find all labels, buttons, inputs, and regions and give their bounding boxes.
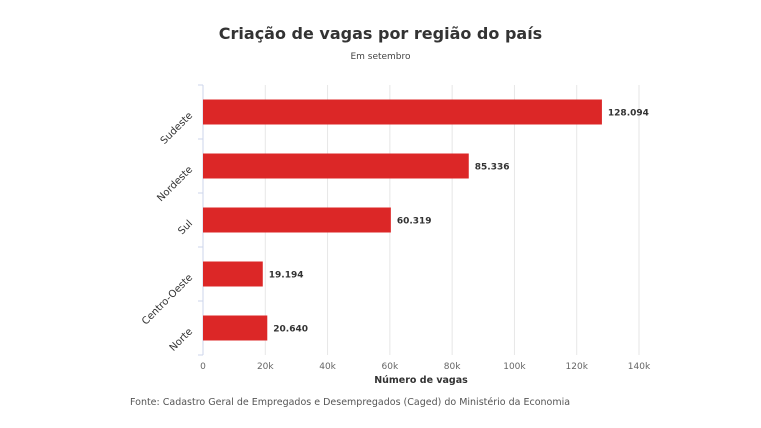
bar-sul — [203, 207, 391, 233]
bar-nordeste — [203, 153, 469, 179]
data-label: 20.640 — [273, 325, 308, 335]
bar-norte — [203, 315, 268, 341]
x-tick-label: 80k — [444, 362, 461, 372]
y-category-label: Centro-Oeste — [140, 272, 195, 327]
y-category-label: Sul — [176, 218, 195, 237]
x-tick-label: 100k — [503, 362, 526, 372]
x-axis-title: Número de vagas — [374, 375, 468, 386]
data-label: 60.319 — [397, 217, 432, 227]
bar-sudeste — [203, 99, 602, 125]
bar-centro-oeste — [203, 261, 263, 287]
chart-subtitle: Em setembro — [350, 52, 411, 62]
source-note: Fonte: Cadastro Geral de Empregados e De… — [130, 397, 571, 408]
y-category-label: Nordeste — [155, 164, 195, 204]
y-category-label: Sudeste — [159, 110, 195, 146]
x-tick-label: 140k — [628, 362, 651, 372]
x-tick-label: 40k — [319, 362, 336, 372]
x-tick-label: 120k — [566, 362, 589, 372]
data-label: 19.194 — [269, 271, 304, 281]
x-tick-label: 60k — [382, 362, 399, 372]
data-label: 128.094 — [608, 109, 649, 119]
y-category-label: Norte — [168, 326, 195, 353]
x-tick-label: 20k — [257, 362, 274, 372]
chart-title: Criação de vagas por região do país — [218, 24, 543, 43]
data-label: 85.336 — [475, 163, 510, 173]
x-tick-label: 0 — [200, 362, 206, 372]
